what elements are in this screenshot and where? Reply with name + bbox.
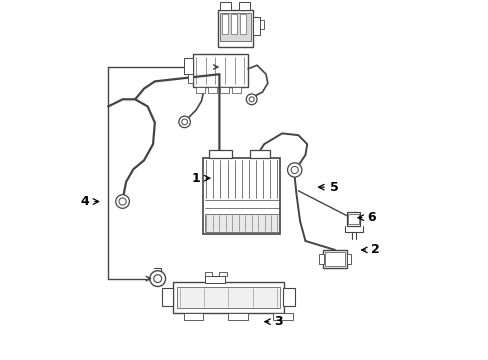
Bar (219, 272, 226, 276)
Circle shape (153, 275, 162, 283)
Bar (273, 313, 292, 320)
Circle shape (249, 97, 254, 102)
Bar (208, 149, 231, 158)
Bar (239, 14, 246, 34)
Bar (162, 288, 173, 306)
Circle shape (119, 198, 126, 205)
Bar (177, 287, 279, 309)
Bar (217, 10, 253, 47)
Bar (207, 87, 217, 93)
Bar (231, 87, 240, 93)
Bar (204, 276, 224, 283)
Bar (183, 58, 192, 74)
Text: 3: 3 (264, 315, 282, 328)
Bar (220, 2, 231, 10)
Circle shape (182, 119, 187, 125)
Bar (203, 158, 280, 234)
Circle shape (149, 271, 165, 287)
Bar (228, 313, 247, 320)
Bar (192, 54, 247, 87)
Bar (249, 149, 269, 158)
Circle shape (290, 166, 298, 174)
Bar (204, 214, 278, 232)
Bar (260, 21, 264, 30)
Bar (188, 74, 192, 83)
Text: 1: 1 (191, 172, 209, 185)
Bar (222, 14, 228, 34)
Circle shape (179, 116, 190, 128)
Text: 2: 2 (361, 243, 379, 256)
Bar (230, 14, 237, 34)
Bar (204, 272, 212, 276)
Bar (325, 252, 344, 266)
Bar (220, 13, 250, 41)
Bar (347, 214, 358, 225)
Circle shape (116, 195, 129, 208)
Bar (196, 87, 204, 93)
Text: 4: 4 (81, 195, 99, 208)
Bar (239, 2, 249, 10)
Bar (172, 282, 284, 313)
Text: 5: 5 (318, 181, 338, 194)
Circle shape (246, 94, 257, 105)
Bar (219, 87, 228, 93)
Bar (346, 253, 351, 264)
Bar (319, 253, 323, 264)
Circle shape (287, 163, 301, 177)
Bar (283, 288, 294, 306)
Bar (183, 313, 203, 320)
Bar (346, 212, 360, 226)
Text: 6: 6 (357, 211, 375, 224)
Bar (323, 250, 346, 268)
Bar (253, 17, 260, 35)
